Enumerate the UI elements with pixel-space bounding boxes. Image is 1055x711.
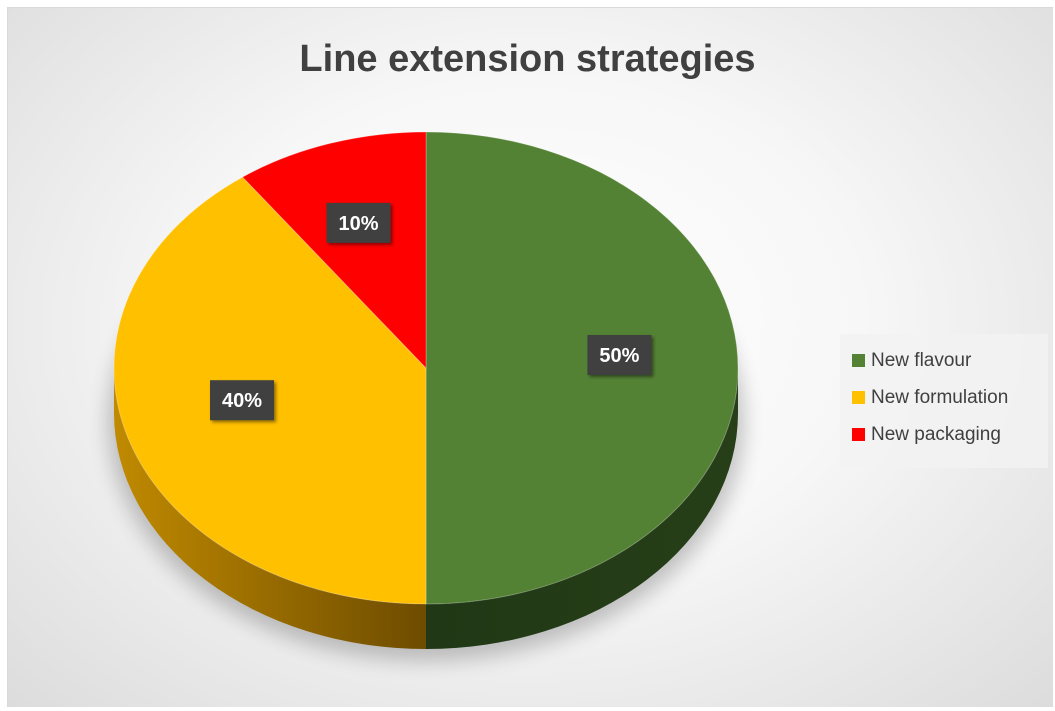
data-label-new-formulation: 40% [222, 390, 262, 412]
pie-slice-new-flavour [425, 131, 739, 605]
legend-label-new-formulation: New formulation [871, 386, 1009, 408]
data-label-box-new-formulation [210, 380, 275, 421]
legend-label-new-flavour: New flavour [871, 349, 972, 371]
legend-swatch-new-formulation [852, 391, 865, 404]
legend-swatch-new-flavour [852, 354, 865, 367]
data-label-box-new-flavour [587, 335, 652, 375]
data-label-new-flavour: 50% [599, 345, 639, 367]
legend-item-new-flavour: New flavour [852, 342, 1048, 379]
legend-label-new-packaging: New packaging [871, 423, 1001, 445]
data-label-box-new-packaging [326, 202, 391, 243]
legend-item-new-formulation: New formulation [852, 379, 1048, 416]
chart-title: Line extension strategies [299, 38, 756, 80]
legend-swatch-new-packaging [852, 428, 865, 441]
legend: New flavour New formulation New packagin… [840, 334, 1048, 468]
data-label-new-packaging: 10% [338, 213, 378, 235]
pie-side-new-flavour [426, 368, 738, 649]
pie-side-new-formulation [114, 368, 426, 649]
pie-slice-new-packaging [241, 131, 427, 370]
legend-item-new-packaging: New packaging [852, 416, 1048, 453]
